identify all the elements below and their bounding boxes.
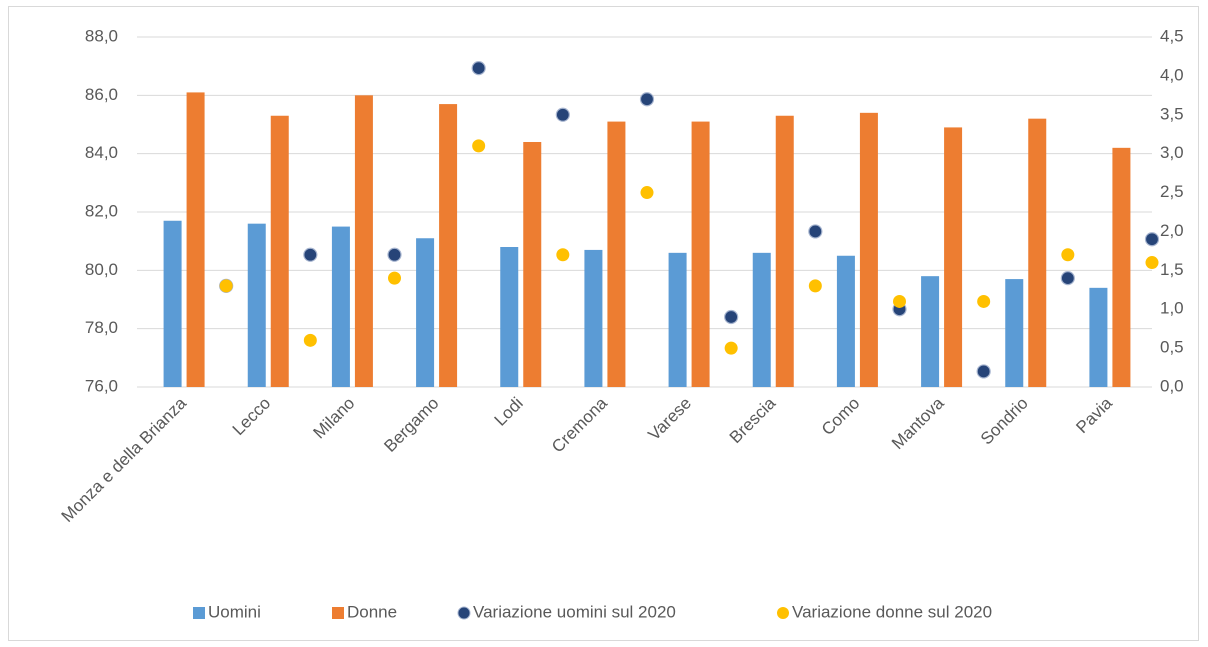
bar [607, 121, 626, 387]
legend-label: Variazione uomini sul 2020 [473, 602, 676, 621]
bar [584, 249, 603, 387]
bar [668, 252, 687, 387]
scatter-point [976, 364, 991, 379]
y2-tick-label: 1,5 [1160, 260, 1184, 279]
y2-tick-label: 3,0 [1160, 143, 1184, 162]
y2-tick-label: 3,5 [1160, 104, 1184, 123]
scatter-point [1145, 256, 1159, 270]
scatter-point [303, 333, 317, 347]
scatter-point [724, 309, 739, 325]
y2-tick-label: 0,5 [1160, 338, 1184, 357]
scatter-point [556, 248, 570, 262]
bar [1005, 279, 1024, 387]
legend-swatch [777, 607, 789, 619]
scatter-point [303, 247, 318, 262]
bar [523, 142, 542, 387]
legend-label: Uomini [208, 602, 261, 621]
bar [1112, 147, 1131, 387]
bar [500, 247, 519, 387]
scatter-point [977, 294, 991, 308]
legend-label: Donne [347, 602, 397, 621]
y-tick-label: 86,0 [85, 85, 118, 104]
scatter-point [1061, 248, 1075, 262]
scatter-point [1144, 232, 1160, 247]
bar [775, 115, 794, 387]
bar [859, 112, 878, 387]
legend-swatch [457, 606, 471, 620]
bar [416, 238, 435, 387]
bar [1028, 118, 1047, 388]
bar [921, 276, 940, 387]
scatter-point [808, 279, 822, 293]
y-tick-label: 76,0 [85, 376, 118, 395]
scatter-point [555, 107, 570, 122]
bar [691, 121, 710, 387]
bar [1089, 287, 1108, 387]
scatter-point [388, 271, 401, 285]
chart-border [8, 6, 1199, 641]
legend-swatch [193, 607, 205, 619]
scatter-point [387, 247, 402, 262]
scatter-point [472, 139, 486, 153]
scatter-point [471, 61, 486, 76]
y2-tick-label: 0,0 [1160, 376, 1184, 395]
scatter-point [808, 224, 823, 239]
bar [836, 255, 855, 387]
y-tick-label: 82,0 [85, 201, 118, 220]
scatter-point [639, 92, 655, 107]
y-tick-label: 88,0 [85, 26, 118, 45]
bar [186, 92, 205, 388]
y2-tick-label: 2,5 [1160, 182, 1184, 201]
legend-label: Variazione donne sul 2020 [792, 602, 992, 621]
scatter-point [640, 186, 654, 200]
bar [752, 252, 771, 387]
y-tick-label: 84,0 [85, 143, 118, 162]
bar [247, 223, 266, 387]
scatter-point [724, 341, 738, 355]
y2-tick-label: 4,5 [1160, 26, 1184, 45]
y2-tick-label: 1,0 [1160, 299, 1184, 318]
scatter-point [893, 294, 906, 308]
bar [163, 220, 182, 387]
y-tick-label: 78,0 [85, 318, 118, 337]
y2-tick-label: 2,0 [1160, 221, 1184, 240]
bar [354, 95, 373, 387]
bar [944, 127, 963, 388]
y-tick-label: 80,0 [85, 260, 118, 279]
scatter-point [1060, 271, 1075, 286]
bar [439, 104, 458, 387]
bar [270, 115, 289, 387]
bar [331, 226, 350, 387]
y2-tick-label: 4,0 [1160, 65, 1184, 84]
scatter-point [219, 279, 233, 293]
legend-swatch [332, 607, 344, 619]
